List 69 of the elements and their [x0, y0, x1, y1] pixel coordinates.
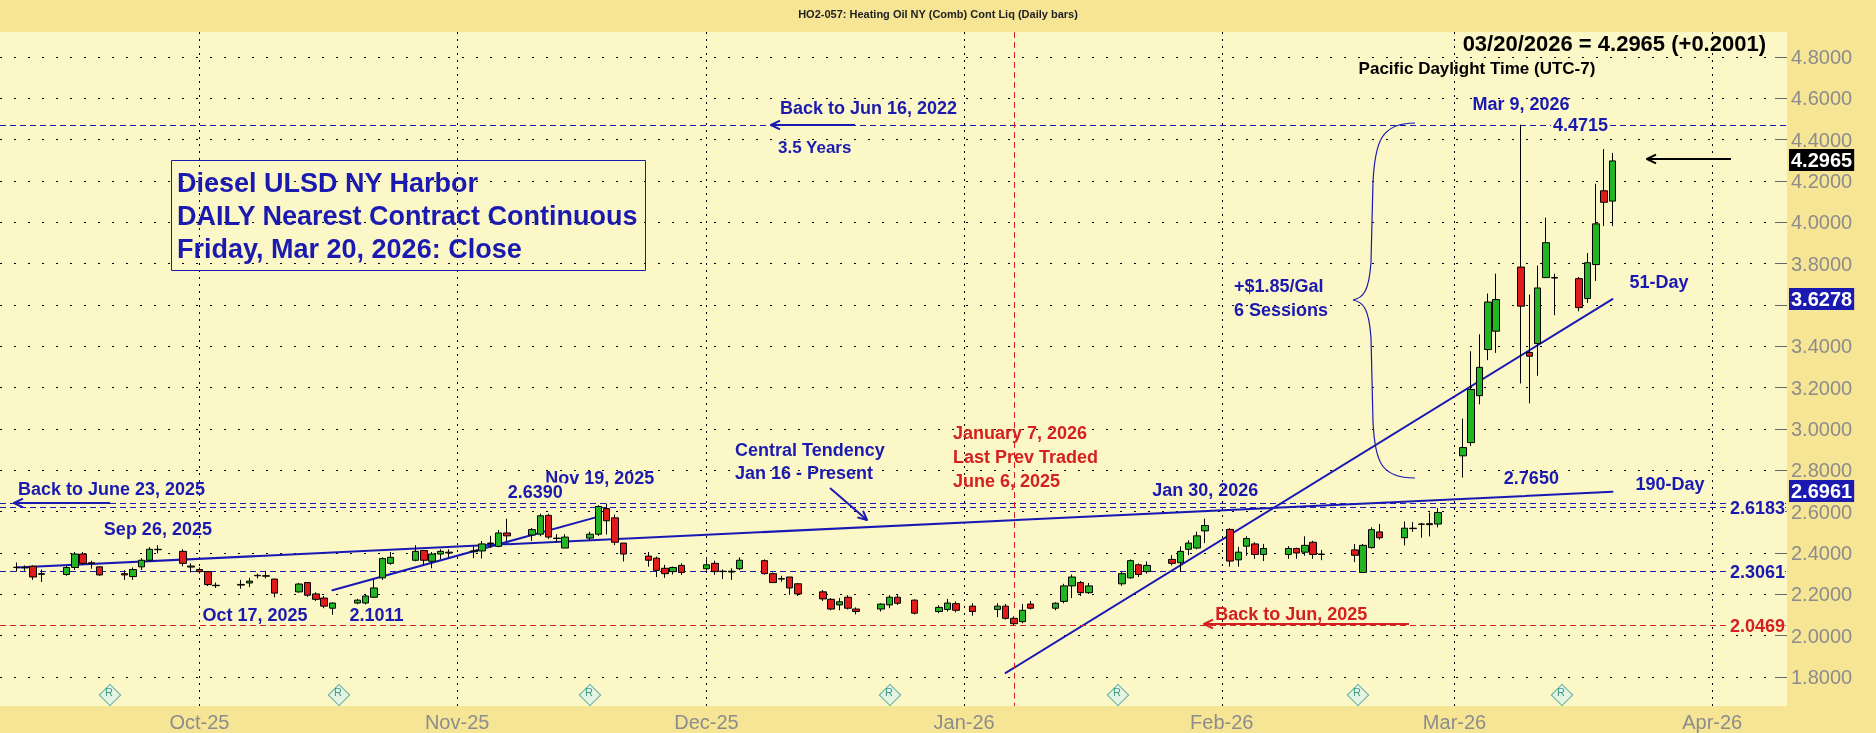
x-tick-label: Dec-25	[674, 711, 739, 733]
annotation: R	[104, 686, 114, 698]
y-tick-label: 3.0000	[1791, 417, 1853, 440]
annotation: 2.7650	[1503, 467, 1559, 488]
annotation: Central Tendency Jan 16 - Present	[735, 439, 885, 483]
text: 2.6961	[1791, 480, 1853, 502]
annotation: Back to June 23, 2025	[18, 479, 206, 499]
candlestick	[96, 566, 103, 577]
annotation: 3.5 Years	[778, 137, 852, 157]
y-tick-label: 2.4000	[1791, 542, 1853, 565]
annotation: 03/20/2026 = 4.2965 (+0.2001)	[1462, 30, 1766, 56]
y-tick-label: 2.2000	[1791, 583, 1853, 606]
candlestick	[246, 577, 253, 588]
annotation: Oct 17, 2025	[202, 604, 308, 625]
annotation: 4.4715	[1553, 114, 1609, 135]
annotation: 2.1011	[349, 604, 404, 625]
y-tick-label: 4.0000	[1791, 211, 1853, 234]
x-tick-label: Feb-26	[1190, 711, 1254, 733]
annotation: +$1.85/Gal 6 Sessions	[1234, 276, 1329, 320]
candlestick	[237, 579, 245, 590]
x-tick-label: Oct-25	[169, 711, 230, 733]
text: Diesel ULSD NY Harbor DAILY Nearest Contract Continuous Friday, Mar 20, 2026: Close	[177, 167, 638, 264]
annotation: R	[333, 686, 343, 698]
annotation: Mar 9, 2026	[1472, 93, 1570, 114]
y-tick-label: 2.0000	[1791, 624, 1853, 647]
ref-line-label: 2.6183	[1729, 497, 1785, 518]
candlestick	[187, 562, 195, 573]
x-tick-label: Apr-26	[1682, 711, 1743, 733]
annotation: Back to Jun 16, 2022	[780, 98, 958, 118]
annotation: Sep 26, 2025	[103, 519, 212, 540]
candlestick	[1201, 518, 1209, 544]
chart-subtitle: HO2-057: Heating Oil NY (Comb) Cont Liq (Daily bars)	[798, 7, 1079, 20]
series-label: 190-Day	[1635, 473, 1705, 494]
x-tick-label: Jan-26	[933, 711, 995, 733]
y-tick-label: 3.2000	[1791, 376, 1853, 399]
candlestick	[271, 578, 278, 598]
y-tick-label: 4.4000	[1791, 128, 1853, 151]
series-label: 51-Day	[1629, 272, 1689, 293]
annotation: R	[1556, 686, 1566, 698]
annotation: January 7, 2026 Last Prev Traded June 6, 2025	[953, 423, 1099, 491]
x-tick-label: Nov-25	[424, 711, 490, 733]
y-tick-label: 2.8000	[1791, 459, 1853, 482]
annotation: R	[1352, 686, 1362, 698]
annotation: R	[584, 686, 594, 698]
candlestick	[1027, 600, 1034, 610]
candlestick	[969, 602, 976, 617]
y-tick-label: 2.6000	[1791, 500, 1853, 523]
y-tick-label: 4.2000	[1791, 169, 1853, 192]
annotation: Back to Jun, 2025	[1215, 604, 1368, 625]
candlestick	[736, 556, 743, 571]
annotation: Pacific Daylight Time (UTC-7)	[1358, 58, 1596, 78]
y-tick-label: 3.8000	[1791, 252, 1853, 275]
y-tick-label: 4.8000	[1791, 45, 1853, 68]
annotation: Jan 30, 2026	[1152, 479, 1259, 500]
y-tick-label: 4.6000	[1791, 87, 1853, 110]
x-tick-label: Mar-26	[1422, 711, 1487, 733]
annotation: R	[884, 686, 894, 698]
text: 4.2965	[1791, 149, 1853, 171]
annotation: R	[1112, 686, 1122, 698]
ref-line-label: 2.0469	[1729, 616, 1785, 637]
candlestick	[1052, 601, 1059, 611]
candlestick	[1459, 418, 1467, 479]
candlestick	[212, 582, 220, 589]
ref-line-label: 2.3061	[1729, 562, 1785, 583]
y-tick-label: 1.8000	[1791, 666, 1853, 689]
candlestick	[911, 598, 918, 615]
candlestick	[179, 548, 187, 567]
y-tick-label: 3.4000	[1791, 335, 1853, 358]
text: 3.6278	[1791, 288, 1853, 310]
